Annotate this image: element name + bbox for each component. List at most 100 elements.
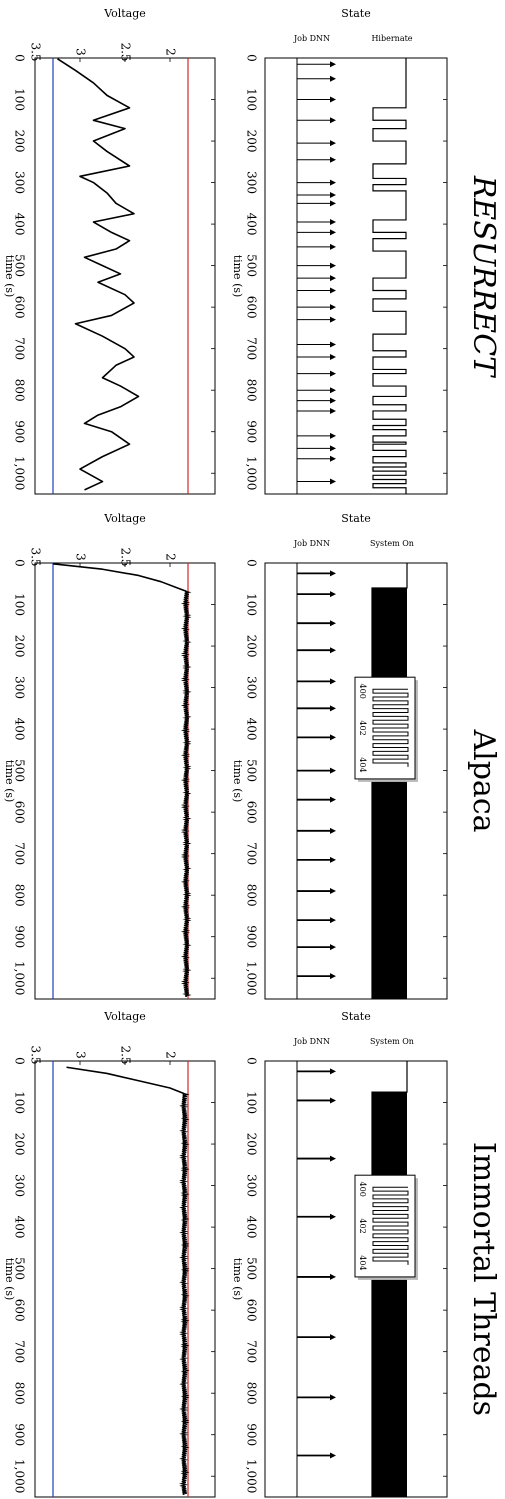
state-xtick-label: 100: [245, 88, 259, 111]
voltage-xlabel: time (s): [3, 1258, 16, 1301]
job-arrow-head: [330, 262, 336, 269]
job-arrow-head: [330, 1394, 336, 1401]
voltage-xtick-label: 400: [13, 213, 27, 236]
job-arrow-head: [330, 200, 336, 207]
voltage-xtick-label: 400: [13, 1216, 27, 1239]
state-xtick-label: 300: [245, 171, 259, 194]
state-xtick-label: 100: [245, 1091, 259, 1114]
job-arrow-head: [330, 705, 336, 712]
state-xtick-label: 400: [245, 1216, 259, 1239]
job-arrow-head: [330, 944, 336, 951]
voltage-ytick-label: 2.5: [119, 547, 133, 566]
state-mode-label: System On: [370, 1037, 414, 1046]
job-arrow-head: [330, 61, 336, 68]
job-arrow-head: [330, 275, 336, 282]
job-arrow-head: [330, 287, 336, 294]
state-xtick-label: 1,000: [245, 1459, 259, 1493]
job-arrow-head: [330, 620, 336, 627]
voltage-xtick-label: 600: [13, 801, 27, 824]
voltage-series-line: [57, 58, 140, 491]
voltage-xtick-label: 600: [13, 1299, 27, 1322]
voltage-xtick-label: 1,000: [13, 961, 27, 995]
job-arrow-head: [330, 570, 336, 577]
voltage-xtick-label: 100: [13, 88, 27, 111]
voltage-xtick-label: 200: [13, 1133, 27, 1156]
job-arrow-head: [330, 445, 336, 452]
state-mode-label: Hibernate: [371, 34, 412, 43]
state-xtick-label: 500: [245, 254, 259, 277]
job-arrow-head: [330, 1155, 336, 1162]
voltage-xtick-label: 1,000: [13, 1459, 27, 1493]
state-axes-frame: [264, 57, 448, 495]
voltage-ytick-label: 3: [74, 48, 88, 56]
job-arrow-head: [330, 1452, 336, 1459]
state-xtick-label: 400: [245, 213, 259, 236]
state-xtick-label: 200: [245, 635, 259, 658]
inset-tick-label: 400: [358, 1182, 367, 1197]
voltage-xtick-label: 200: [13, 130, 27, 153]
voltage-xtick-label: 400: [13, 718, 27, 741]
section-title: Alpaca: [466, 728, 501, 832]
chart-immortal: Voltage22.533.50100200300400500600700800…: [3, 1010, 501, 1498]
job-arrow-head: [330, 678, 336, 685]
state-xtick-label: 300: [245, 1174, 259, 1197]
state-xtick-label: 800: [245, 884, 259, 907]
hibernate-signal: [372, 58, 407, 494]
voltage-xtick-label: 200: [13, 635, 27, 658]
voltage-ytick-label: 3.5: [29, 1045, 43, 1064]
chart-resurrect: Voltage22.533.50100200300400500600700800…: [3, 7, 501, 495]
voltage-xtick-label: 1,000: [13, 456, 27, 490]
voltage-xtick-label: 0: [13, 559, 27, 567]
state-xtick-label: 800: [245, 379, 259, 402]
inset-tick-label: 404: [358, 1255, 367, 1270]
job-arrow-head: [330, 140, 336, 147]
voltage-ytick-label: 2: [164, 1051, 178, 1059]
job-arrow-head: [330, 229, 336, 236]
job-arrow-head: [330, 455, 336, 462]
state-title: State: [341, 7, 370, 20]
state-xlabel: time (s): [231, 760, 244, 803]
state-xtick-label: 100: [245, 593, 259, 616]
state-xtick-label: 900: [245, 1423, 259, 1446]
inset-square-wave: [372, 1186, 409, 1265]
voltage-xtick-label: 100: [13, 593, 27, 616]
voltage-xtick-label: 800: [13, 1382, 27, 1405]
section-title: RESURRECT: [466, 175, 501, 378]
job-arrow-head: [330, 316, 336, 323]
state-xlabel: time (s): [231, 255, 244, 298]
job-arrow-head: [330, 341, 336, 348]
state-xtick-label: 500: [245, 1257, 259, 1280]
job-arrow-head: [330, 370, 336, 377]
voltage-ytick-label: 2: [164, 553, 178, 561]
job-arrow-head: [330, 387, 336, 394]
section-title: Immortal Threads: [466, 1142, 501, 1416]
voltage-title: Voltage: [103, 1010, 146, 1023]
voltage-xtick-label: 100: [13, 1091, 27, 1114]
state-mode-label: System On: [370, 539, 414, 548]
voltage-xtick-label: 900: [13, 1423, 27, 1446]
voltage-noise-line: [179, 1092, 190, 1495]
voltage-ytick-label: 3.5: [29, 42, 43, 61]
state-xtick-label: 1,000: [245, 456, 259, 490]
job-arrow-head: [330, 179, 336, 186]
state-xtick-label: 0: [245, 1057, 259, 1065]
job-arrow-head: [330, 397, 336, 404]
state-xtick-label: 600: [245, 1299, 259, 1322]
voltage-ytick-label: 3: [74, 1051, 88, 1059]
voltage-ytick-label: 3: [74, 553, 88, 561]
voltage-xtick-label: 500: [13, 254, 27, 277]
voltage-xtick-label: 900: [13, 925, 27, 948]
job-arrow-head: [330, 734, 336, 741]
job-arrow-head: [330, 353, 336, 360]
voltage-xtick-label: 700: [13, 337, 27, 360]
state-xtick-label: 800: [245, 1382, 259, 1405]
job-arrow-head: [330, 432, 336, 439]
voltage-xtick-label: 500: [13, 759, 27, 782]
voltage-xlabel: time (s): [3, 255, 16, 298]
job-arrow-head: [330, 856, 336, 863]
job-arrow-head: [330, 1097, 336, 1104]
state-title: State: [341, 1010, 370, 1023]
voltage-xtick-label: 300: [13, 171, 27, 194]
voltage-series-line: [52, 563, 187, 997]
